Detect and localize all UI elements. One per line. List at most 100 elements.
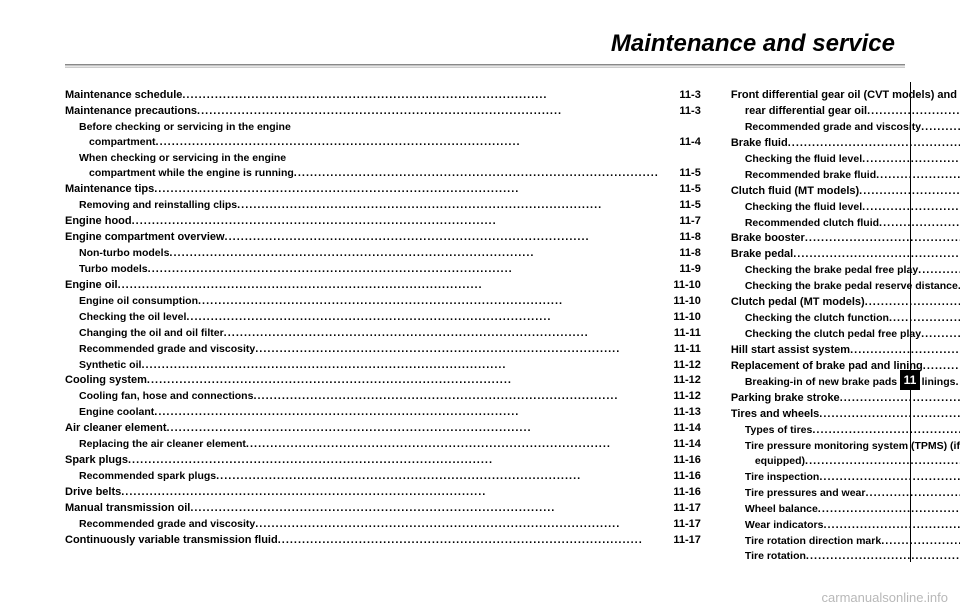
toc-entry: Hill start assist system11-21: [731, 343, 960, 359]
toc-entry: Engine oil11-10: [65, 278, 701, 294]
leader: [865, 486, 960, 502]
toc-subentry: Wheel balance11-27: [731, 502, 960, 518]
leader: [819, 470, 960, 486]
toc-label: Brake booster: [731, 231, 805, 247]
toc-sublabel: Checking the fluid level: [745, 152, 862, 167]
toc-subentry: Checking the brake pedal free play11-20: [731, 263, 960, 279]
toc-subentry: Cooling fan, hose and connections 11-12: [65, 389, 701, 405]
toc-subentry: Checking the fluid level11-19: [731, 200, 960, 216]
leader: [154, 405, 659, 421]
toc-sublabel: Tire pressure monitoring system (TPMS) (…: [745, 439, 960, 454]
toc-subentry: Checking the clutch pedal free play11-21: [731, 327, 960, 343]
toc-page: 11-16: [659, 469, 701, 485]
leader: [819, 407, 960, 423]
toc-label: Manual transmission oil: [65, 501, 190, 517]
toc-page: 11-13: [659, 405, 701, 421]
toc-subentry: Recommended clutch fluid11-19: [731, 216, 960, 232]
toc-subentry: Recommended grade and viscosity11-11: [65, 342, 701, 358]
toc-entry: Front differential gear oil (CVT models)…: [731, 88, 960, 104]
toc-subentry: Checking the clutch function11-21: [731, 311, 960, 327]
toc-entry: Drive belts11-16: [65, 485, 701, 501]
toc-entry: Clutch fluid (MT models)11-19: [731, 184, 960, 200]
toc-subentry-cont: equipped)11-23: [731, 454, 960, 470]
toc-subentry: Breaking-in of new brake pads and lining…: [731, 375, 960, 391]
toc-sublabel: compartment while the engine is running: [89, 166, 294, 181]
toc-sublabel: Checking the clutch pedal free play: [745, 327, 921, 342]
toc-sublabel: Tire inspection: [745, 470, 820, 485]
toc-sublabel: Wheel balance: [745, 502, 818, 517]
leader: [850, 343, 960, 359]
toc-sublabel: Engine oil consumption: [79, 294, 198, 309]
toc-entry: Continuously variable transmission fluid…: [65, 533, 701, 549]
leader: [148, 262, 659, 278]
toc-sublabel: Recommended brake fluid: [745, 168, 876, 183]
leader: [805, 231, 960, 247]
toc-subentry: Wear indicators11-27: [731, 518, 960, 534]
leader: [865, 295, 960, 311]
toc-page: 11-3: [659, 104, 701, 120]
toc-entry: Clutch pedal (MT models)11-21: [731, 295, 960, 311]
toc-label: Hill start assist system: [731, 343, 850, 359]
toc-entry: Cooling system 11-12: [65, 373, 701, 389]
side-index-line: [910, 82, 911, 562]
toc-label: Engine hood: [65, 214, 132, 230]
toc-page: 11-11: [659, 326, 701, 342]
toc-sublabel: Recommended grade and viscosity: [79, 517, 255, 532]
toc-page: 11-17: [659, 533, 701, 549]
toc-entry: Maintenance tips11-5: [65, 182, 701, 198]
toc-label: Maintenance schedule: [65, 88, 182, 104]
leader: [118, 278, 659, 294]
toc-sublabel: Cooling fan, hose and connections: [79, 389, 253, 404]
toc-page: 11-12: [659, 373, 701, 389]
toc-subentry: Non-turbo models 11-8: [65, 246, 701, 262]
toc-subentry: Synthetic oil11-12: [65, 358, 701, 374]
toc-sublabel: Checking the oil level: [79, 310, 186, 325]
leader: [132, 214, 659, 230]
toc-subentry: Tire rotation direction mark11-28: [731, 534, 960, 550]
leader: [225, 230, 659, 246]
toc-page: 11-9: [659, 262, 701, 278]
toc-sublabel: Engine coolant: [79, 405, 154, 420]
toc-subentry: Recommended spark plugs11-16: [65, 469, 701, 485]
leader: [840, 391, 960, 407]
toc-sublabel: Checking the fluid level: [745, 200, 862, 215]
toc-sublabel: When checking or servicing in the engine: [79, 151, 286, 166]
toc-sublabel: Wear indicators: [745, 518, 824, 533]
leader: [805, 454, 960, 470]
toc-label: Tires and wheels: [731, 407, 819, 423]
toc-page: 11-3: [659, 88, 701, 104]
leader: [879, 216, 960, 232]
toc-sublabel: Synthetic oil: [79, 358, 141, 373]
toc-sublabel: Before checking or servicing in the engi…: [79, 120, 291, 135]
leader: [147, 373, 659, 389]
toc-page: 11-12: [659, 389, 701, 405]
toc-label: Cooling system: [65, 373, 147, 389]
chapter-title: Maintenance and service: [65, 30, 905, 58]
leader: [278, 533, 659, 549]
leader: [186, 310, 658, 326]
toc-subentry: Recommended brake fluid11-18: [731, 168, 960, 184]
toc-label: Drive belts: [65, 485, 121, 501]
header-rule: [65, 64, 905, 68]
toc-page: 11-16: [659, 453, 701, 469]
toc-label: Front differential gear oil (CVT models)…: [731, 88, 957, 104]
toc-subentry: Engine oil consumption11-10: [65, 294, 701, 310]
toc-entry: Maintenance precautions11-3: [65, 104, 701, 120]
toc-page: 11-8: [659, 246, 701, 262]
leader: [237, 198, 659, 214]
toc-sublabel: Non-turbo models: [79, 246, 169, 261]
leader: [876, 168, 960, 184]
toc-subentry: Turbo models11-9: [65, 262, 701, 278]
toc-page: 11-10: [659, 278, 701, 294]
leader: [806, 549, 960, 565]
leader: [862, 152, 960, 168]
toc-page: 11-5: [659, 166, 701, 182]
leader: [818, 502, 960, 518]
leader: [918, 263, 960, 279]
leader: [121, 485, 659, 501]
leader: [881, 534, 960, 550]
leader: [216, 469, 659, 485]
toc-column-left: Maintenance schedule 11-3Maintenance prec…: [65, 88, 701, 565]
toc-subentry: Tire pressures and wear11-25: [731, 486, 960, 502]
toc-entry: Air cleaner element11-14: [65, 421, 701, 437]
